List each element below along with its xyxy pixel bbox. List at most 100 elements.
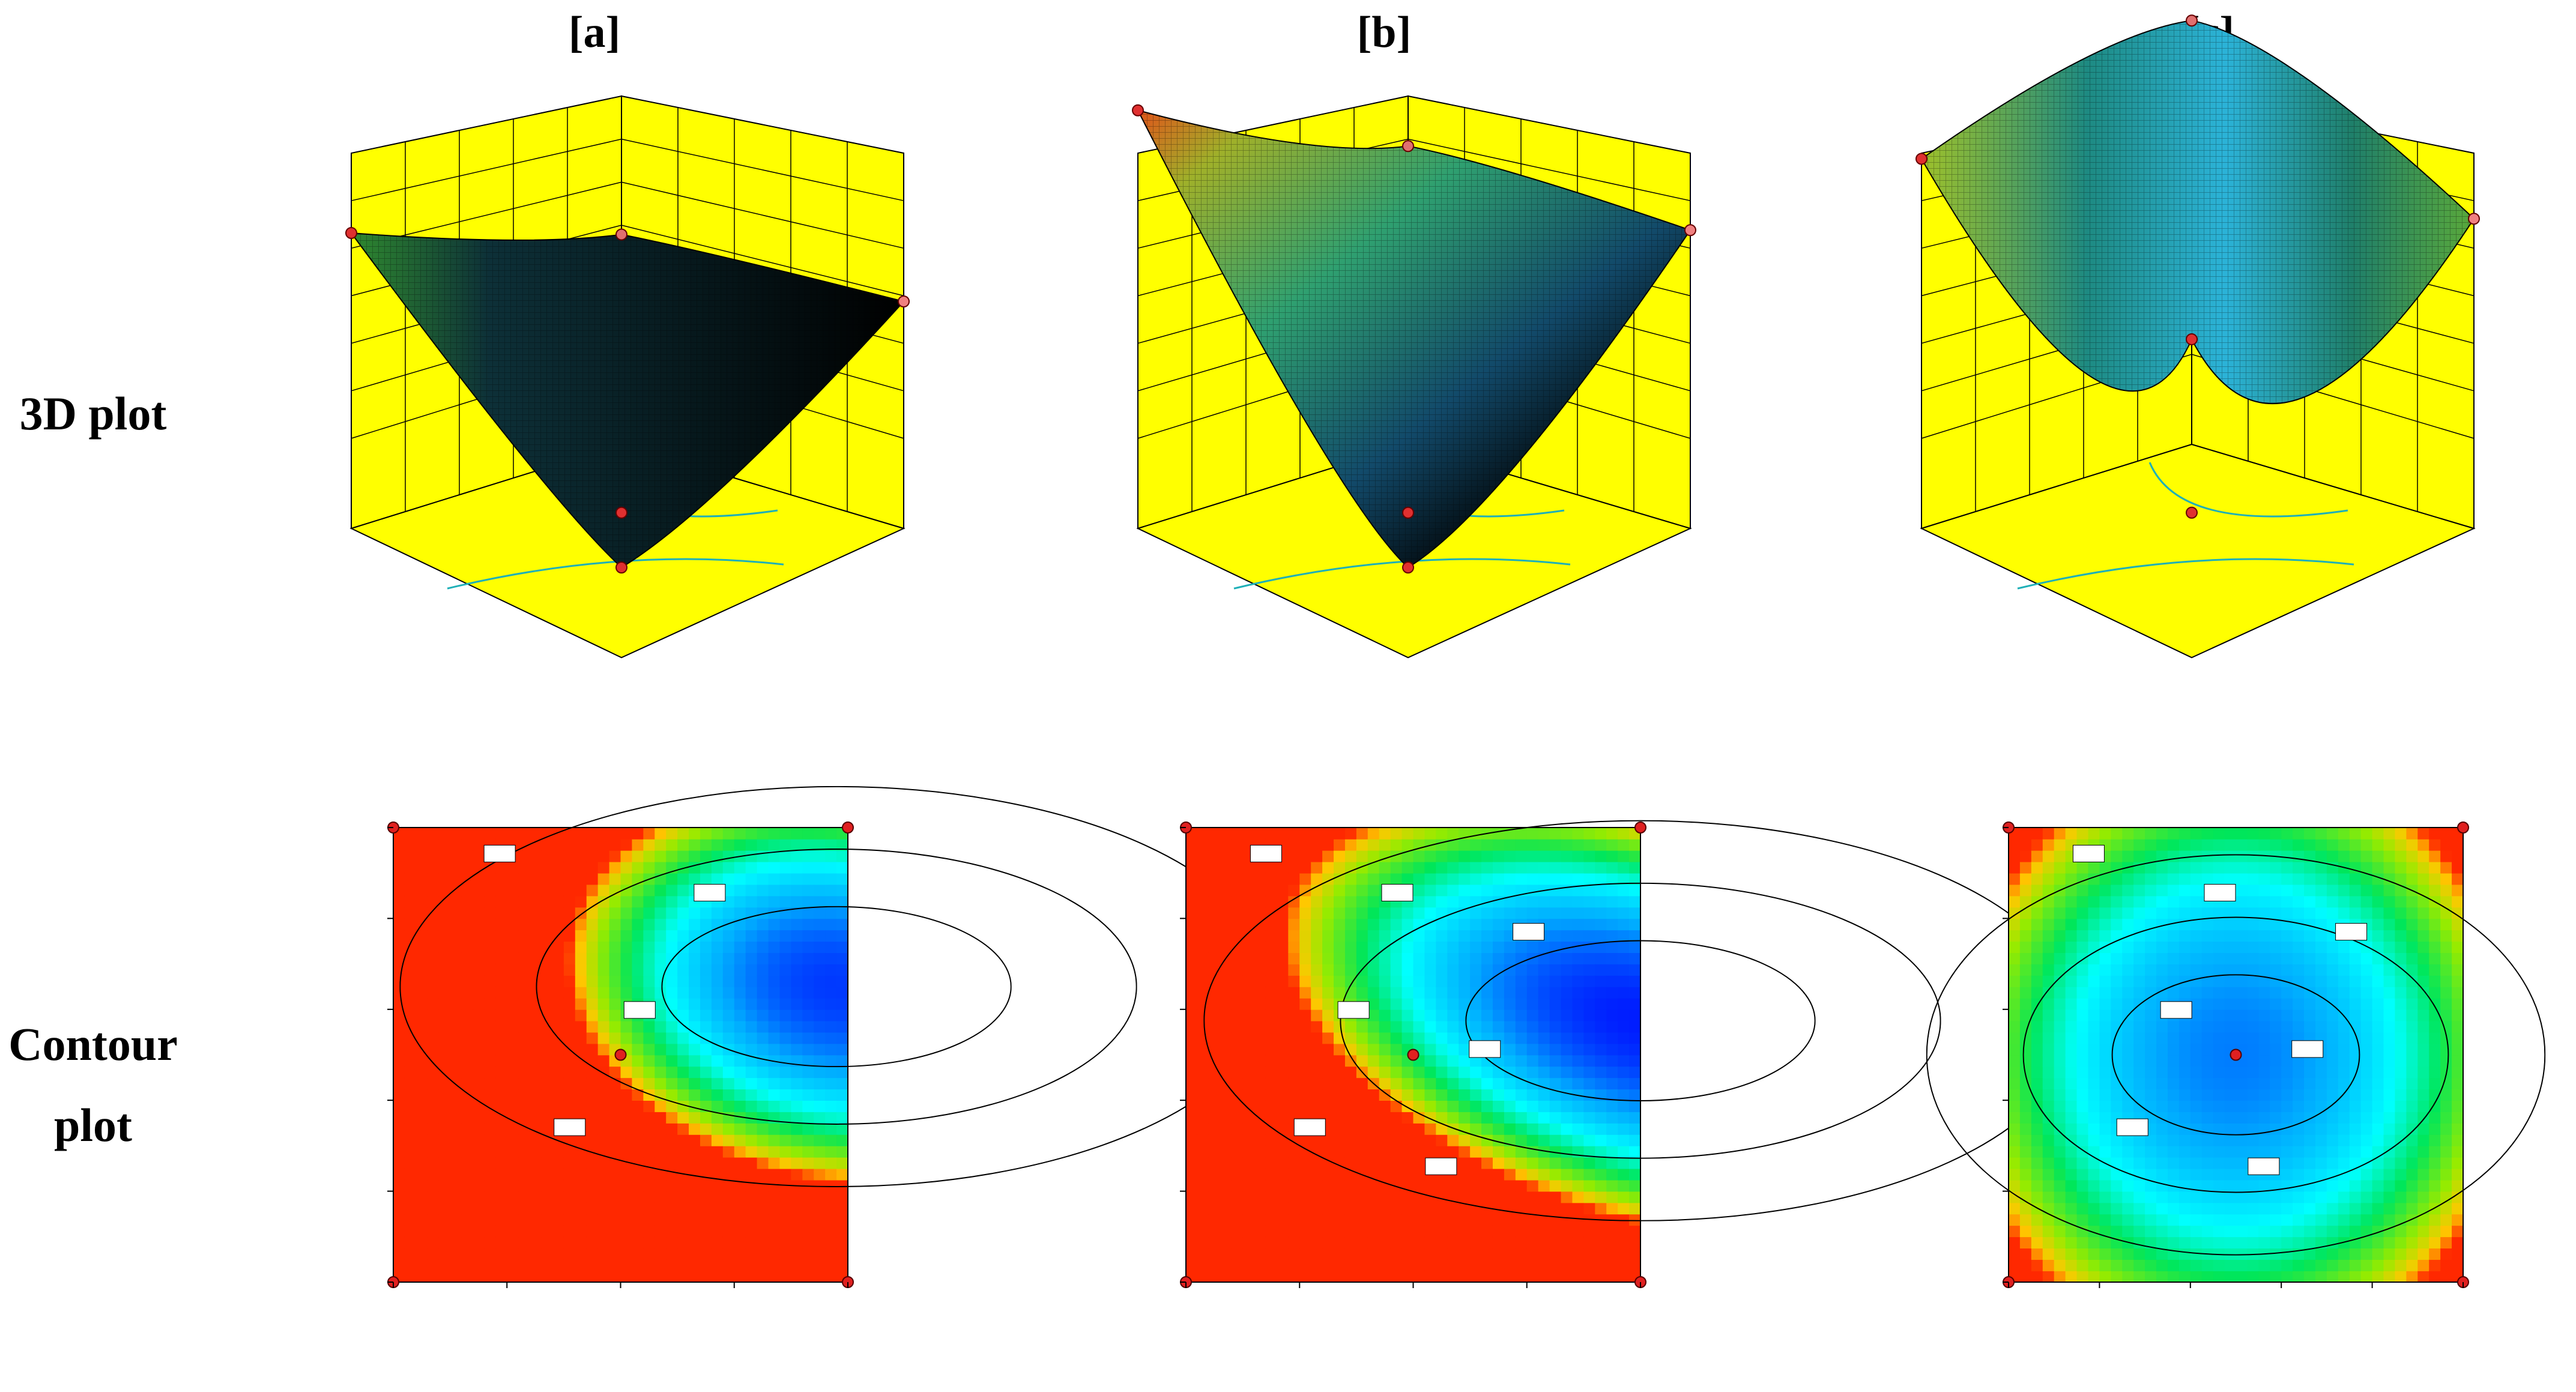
contour-cell — [1311, 873, 1323, 885]
contour-cell — [575, 964, 587, 976]
contour-cell — [393, 1179, 405, 1192]
contour-cell — [677, 1145, 689, 1158]
contour-cell — [552, 828, 564, 840]
contour-cell — [2088, 952, 2100, 964]
contour-cell — [1356, 828, 1368, 840]
contour-cell — [802, 1157, 815, 1169]
contour-cell — [1470, 930, 1482, 942]
contour-cell — [1379, 952, 1391, 964]
contour-cell — [734, 884, 746, 897]
contour-cell — [609, 997, 621, 1010]
contour-cell — [1424, 1123, 1437, 1135]
contour-cell — [825, 838, 837, 851]
contour-cell — [1526, 1248, 1539, 1260]
contour-cell — [2395, 918, 2407, 931]
contour-cell — [609, 1020, 621, 1033]
contour-cell — [802, 1020, 815, 1033]
contour-cell — [655, 850, 667, 862]
contour-cell — [586, 1191, 599, 1203]
contour-cell — [2315, 1236, 2327, 1249]
contour-cell — [484, 1123, 497, 1135]
contour-cell — [575, 861, 587, 874]
contour-cell — [541, 884, 553, 897]
contour-cell — [495, 1145, 508, 1158]
contour-cell — [1186, 1236, 1198, 1249]
contour-cell — [541, 930, 553, 942]
contour-cell — [597, 930, 610, 942]
contour-cell — [2338, 1123, 2350, 1135]
contour-cell — [2009, 1236, 2021, 1249]
contour-cell — [575, 895, 587, 908]
contour-cell — [1208, 1100, 1221, 1112]
contour-cell — [597, 975, 610, 987]
contour-cell — [1504, 895, 1516, 908]
contour-cell — [427, 1145, 440, 1158]
contour-cell — [2088, 1202, 2100, 1215]
contour-cell — [1334, 1100, 1346, 1112]
contour-cell — [1470, 1214, 1482, 1226]
contour-cell — [1208, 907, 1221, 919]
contour-cell — [438, 952, 451, 964]
contour-cell — [393, 1043, 405, 1056]
contour-cell — [1606, 861, 1618, 874]
contour-cell — [518, 1248, 530, 1260]
contour-cell — [1470, 1066, 1482, 1079]
contour-cell — [1322, 975, 1334, 987]
contour-cell — [1344, 895, 1357, 908]
contour-cell — [2326, 1134, 2339, 1146]
contour-cell — [495, 1259, 508, 1271]
contour-cell — [825, 1089, 837, 1101]
contour-cell — [1379, 986, 1391, 999]
contour-cell — [2031, 1066, 2043, 1079]
contour-cell — [2326, 1123, 2339, 1135]
contour-cell — [2236, 1225, 2248, 1238]
contour-cell — [1186, 918, 1198, 931]
contour-cell — [711, 1202, 724, 1215]
contour-cell — [427, 1259, 440, 1271]
contour-cell — [2406, 828, 2419, 840]
contour-cell — [1265, 997, 1278, 1010]
contour-cell — [1549, 964, 1562, 976]
contour-cell — [2395, 1009, 2407, 1021]
contour-cell — [2156, 1020, 2168, 1033]
contour-cell — [438, 1134, 451, 1146]
contour-cell — [1481, 1134, 1493, 1146]
contour-cell — [2383, 838, 2396, 851]
contour-cell — [2236, 1157, 2248, 1169]
contour-cell — [1197, 1055, 1209, 1067]
contour-cell — [2201, 1191, 2214, 1203]
contour-cell — [2031, 964, 2043, 976]
contour-cell — [518, 997, 530, 1010]
contour-cell — [666, 1145, 678, 1158]
contour-cell — [427, 1020, 440, 1033]
contour-cell — [2360, 1145, 2373, 1158]
contour-cell — [2031, 918, 2043, 931]
contour-cell — [2281, 1032, 2293, 1044]
contour-cell — [2201, 1100, 2214, 1112]
contour-cell — [768, 986, 781, 999]
contour-cell — [814, 975, 826, 987]
contour-cell — [655, 964, 667, 976]
contour-cell — [1618, 975, 1630, 987]
contour-cell — [461, 1225, 474, 1238]
contour-cell — [484, 873, 497, 885]
contour-cell — [2338, 1191, 2350, 1203]
contour-cell — [1561, 1089, 1573, 1101]
contour-cell — [2133, 941, 2145, 953]
contour-cell — [586, 1214, 599, 1226]
contour-cell — [2383, 1100, 2396, 1112]
contour-cell — [1299, 1032, 1311, 1044]
contour-cell — [2270, 907, 2282, 919]
contour-cell — [450, 1202, 462, 1215]
contour-cell — [2088, 907, 2100, 919]
contour-cell — [575, 873, 587, 885]
contour-cell — [1606, 895, 1618, 908]
contour-cell — [745, 1248, 758, 1260]
contour-cell — [1322, 941, 1334, 953]
contour-cell — [1606, 1089, 1618, 1101]
contour-cell — [1242, 895, 1255, 908]
contour-cell — [2054, 1134, 2066, 1146]
contour-cell — [836, 873, 848, 885]
contour-cell — [825, 918, 837, 931]
contour-cell — [1242, 1225, 1255, 1238]
